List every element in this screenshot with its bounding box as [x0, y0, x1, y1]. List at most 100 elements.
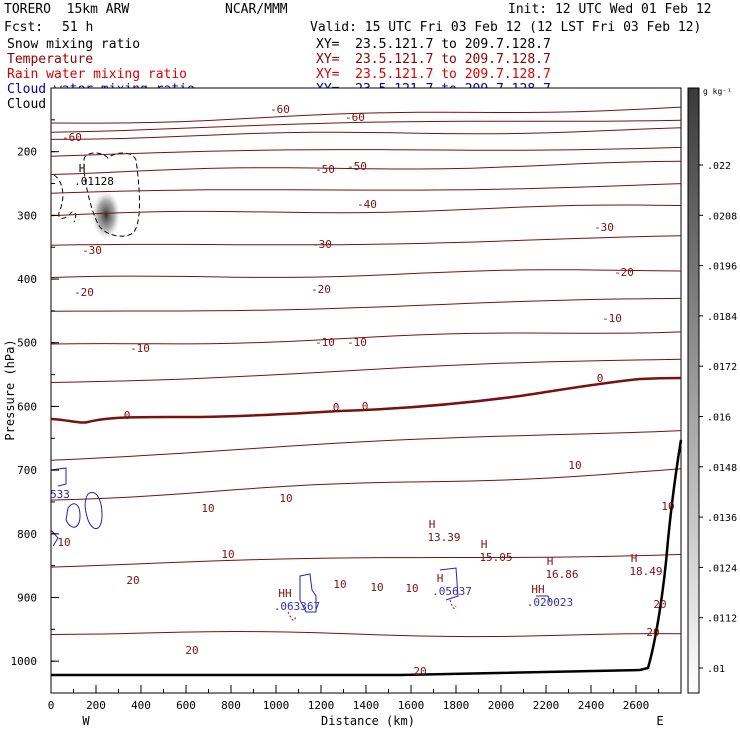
colorbar-unit: g kg⁻¹ [703, 87, 732, 96]
colorbar-tick-label: .0148 [707, 463, 737, 474]
x-tick-label: 1200 [308, 699, 335, 712]
temperature-contour [50, 297, 682, 312]
contour-label: -10 [602, 312, 622, 325]
temperature-contour [50, 269, 682, 278]
contour-label: -10 [130, 342, 150, 355]
xy-rain: XY= 23.5.121.7 to 209.7.128.7 [316, 67, 551, 82]
cloud-water-contour-right [536, 595, 551, 603]
xy-temperature: XY= 23.5.121.7 to 209.7.128.7 [316, 52, 551, 67]
temperature-contour [50, 160, 682, 175]
temperature-contour [50, 630, 682, 638]
contour-label: 10 [57, 536, 70, 549]
y-axis-title: Pressure (hPa) [3, 339, 17, 440]
contour-label: -20 [614, 266, 634, 279]
cloud-water-contour-mid [299, 573, 317, 613]
cloud-water-contour-left [50, 467, 67, 487]
temperature-contour [50, 146, 682, 157]
field-name-snow: Snow mixing ratio [7, 37, 141, 52]
temperature-contour [50, 430, 682, 461]
x-axis-title: Distance (km) [321, 714, 415, 728]
maximum-marker: H [429, 518, 436, 531]
rain-water-contour [287, 599, 457, 621]
maximum-value: .020023 [527, 596, 573, 609]
maximum-marker: H [437, 572, 444, 585]
contour-label: 10 [370, 581, 383, 594]
cloud-water-contour-left-2 [65, 503, 81, 528]
x-tick-label: 2000 [488, 699, 515, 712]
contour-label: -20 [311, 283, 331, 296]
x-tick-label: 1600 [398, 699, 425, 712]
temperature-contour [50, 119, 682, 133]
x-tick-label: 1000 [263, 699, 290, 712]
valid-time: Valid: 15 UTC Fri 03 Feb 12 (12 LST Fri … [310, 20, 702, 35]
colorbar-tick-label: .022 [707, 161, 731, 172]
forecast-label: Fcst: [4, 20, 44, 35]
contour-label: 20 [185, 644, 198, 657]
contour-label: 0 [597, 372, 604, 385]
x-tick-label: 200 [86, 699, 106, 712]
colorbar-tick-label: .0208 [707, 211, 737, 222]
colorbar-tick-label: .0172 [707, 362, 737, 373]
maximum-marker: H [481, 538, 488, 551]
x-end-label-west: W [82, 714, 90, 728]
maximum-marker: H [547, 555, 554, 568]
contour-label: -60 [270, 103, 290, 116]
x-end-label-east: E [656, 714, 663, 728]
y-tick-label: 800 [17, 528, 37, 541]
maximum-value: .01128 [74, 175, 114, 188]
contour-label: -10 [315, 336, 335, 349]
colorbar-tick-label: .0184 [707, 312, 737, 323]
x-tick-label: 0 [48, 699, 55, 712]
maximum-marker: HH [531, 583, 544, 596]
contour-label: 0 [362, 400, 369, 413]
x-tick-label: 600 [176, 699, 196, 712]
contour-label: -30 [312, 238, 332, 251]
snow-contour [83, 152, 140, 237]
y-tick-label: 300 [17, 209, 37, 222]
contour-label: 20 [413, 665, 426, 678]
maximum-marker: HH [278, 587, 291, 600]
colorbar-tick-label: .016 [707, 413, 731, 424]
contour-label: 10 [221, 548, 234, 561]
x-tick-label: 800 [221, 699, 241, 712]
temperature-contour [50, 468, 682, 501]
temperature-contour [50, 204, 682, 217]
plot-frame [50, 87, 682, 694]
x-tick-label: 400 [131, 699, 151, 712]
temperature-contour [50, 106, 682, 124]
x-tick-label: 2600 [623, 699, 650, 712]
maximum-value: 15.05 [479, 551, 512, 564]
cloud-water-contour-left-4 [50, 529, 59, 547]
colorbar-tick-label: .0136 [707, 513, 737, 524]
contour-label: 0 [333, 401, 340, 414]
contour-label: 10 [279, 492, 292, 505]
contour-label: 10 [405, 582, 418, 595]
contour-label: 20 [653, 598, 666, 611]
contour-label: 20 [126, 574, 139, 587]
model-title: TORERO 15km ARW [4, 2, 130, 17]
contour-label: -60 [62, 131, 82, 144]
contour-label: 10 [568, 459, 581, 472]
contour-label: 10 [661, 500, 674, 513]
maximum-value: .05637 [432, 585, 472, 598]
terrain-line [51, 439, 683, 677]
init-time: Init: 12 UTC Wed 01 Feb 12 [508, 2, 712, 17]
y-tick-label: 1000 [11, 655, 38, 668]
field-name-rain: Rain water mixing ratio [7, 67, 188, 82]
temperature-contour [50, 358, 682, 383]
snow-mixing-blob [92, 191, 120, 239]
colorbar-tick-label: .0112 [707, 614, 737, 625]
maximum-value: .063367 [274, 600, 320, 613]
contour-label: -10 [347, 336, 367, 349]
temperature-contour [50, 127, 682, 140]
y-tick-label: 500 [17, 337, 37, 350]
y-tick-label: 700 [17, 464, 37, 477]
colorbar [687, 87, 700, 694]
contour-label: -40 [357, 198, 377, 211]
contour-label: 10 [333, 578, 346, 591]
temperature-contour [50, 331, 682, 345]
temperature-contour [50, 235, 682, 246]
cloud-water-contour-mid-2 [439, 567, 459, 601]
contour-label: -30 [82, 244, 102, 257]
